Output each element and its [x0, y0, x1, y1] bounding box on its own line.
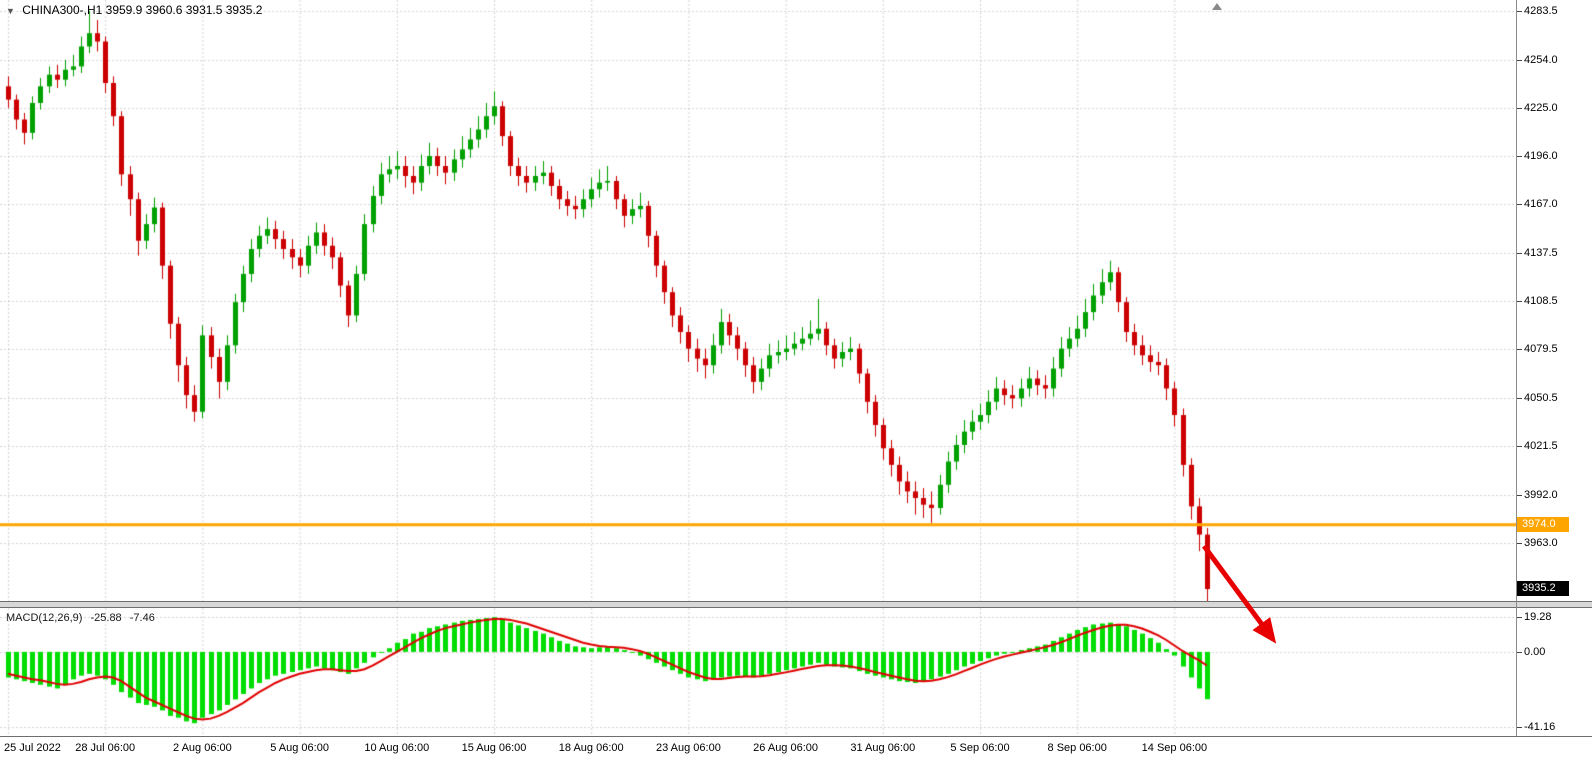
main-chart-canvas[interactable] — [0, 0, 1516, 601]
macd-tick-label: 19.28 — [1524, 610, 1552, 623]
price-tick-label: 4137.5 — [1524, 247, 1558, 260]
price-tick-mark — [1517, 253, 1522, 254]
macd-canvas[interactable] — [0, 608, 1516, 736]
macd-tick-mark — [1517, 617, 1522, 618]
symbol-name: CHINA300-,H1 — [22, 3, 103, 17]
axis-divider — [1516, 0, 1517, 772]
price-tick-label: 4196.0 — [1524, 150, 1558, 163]
price-tick-label: 4225.0 — [1524, 101, 1558, 114]
hline-price-badge: 3974.0 — [1517, 516, 1569, 532]
time-axis-label: 15 Aug 06:00 — [461, 742, 527, 754]
ohlc-values: 3959.9 3960.6 3931.5 3935.2 — [105, 3, 263, 17]
time-axis[interactable]: 25 Jul 2022 28 Jul 06:00 2 Aug 06:00 5 Aug … — [0, 736, 1592, 772]
time-axis-label: 25 Jul 2022 — [4, 742, 61, 754]
one-click-trading-arrow-icon[interactable]: ▼ — [6, 6, 15, 16]
price-tick-mark — [1517, 108, 1522, 109]
time-axis-label: 23 Aug 06:00 — [655, 742, 721, 754]
time-axis-label: 26 Aug 06:00 — [753, 742, 819, 754]
macd-axis[interactable]: 19.28 0.00 -41.16 — [1517, 608, 1592, 736]
panel-separator[interactable] — [0, 601, 1592, 608]
time-axis-label: 10 Aug 06:00 — [364, 742, 430, 754]
price-axis[interactable]: 3974.0 3935.2 4283.5 4254.0 4225.0 4196.0 41… — [1517, 0, 1592, 601]
price-tick-label: 4283.5 — [1524, 4, 1558, 17]
price-tick-mark — [1517, 11, 1522, 12]
price-tick-mark — [1517, 495, 1522, 496]
time-axis-label: 5 Sep 06:00 — [950, 742, 1010, 754]
macd-indicator-label: MACD(12,26,9) -25.88 -7.46 — [6, 612, 160, 624]
price-tick-label: 4050.5 — [1524, 391, 1558, 404]
price-tick-mark — [1517, 349, 1522, 350]
macd-tick-label: 0.00 — [1524, 645, 1546, 658]
macd-tick-label: -41.16 — [1524, 721, 1556, 734]
macd-name: MACD(12,26,9) — [6, 612, 83, 624]
chart-shift-marker-icon[interactable] — [1212, 3, 1222, 10]
price-tick-label: 3992.0 — [1524, 488, 1558, 501]
price-tick-mark — [1517, 446, 1522, 447]
last-price-badge: 3935.2 — [1517, 581, 1569, 597]
price-tick-mark — [1517, 398, 1522, 399]
macd-signal-value: -7.46 — [129, 612, 155, 624]
price-tick-mark — [1517, 60, 1522, 61]
time-axis-label: 31 Aug 06:00 — [850, 742, 916, 754]
macd-panel[interactable] — [0, 608, 1516, 736]
price-tick-label: 4021.5 — [1524, 439, 1558, 452]
price-tick-label: 3963.0 — [1524, 536, 1558, 549]
price-tick-mark — [1517, 301, 1522, 302]
time-axis-label: 5 Aug 06:00 — [270, 742, 329, 754]
time-axis-label: 2 Aug 06:00 — [173, 742, 232, 754]
price-tick-mark — [1517, 204, 1522, 205]
price-tick-mark — [1517, 156, 1522, 157]
macd-tick-mark — [1517, 727, 1522, 728]
time-axis-label: 28 Jul 06:00 — [75, 742, 136, 754]
price-tick-label: 4108.5 — [1524, 295, 1558, 308]
macd-main-value: -25.88 — [90, 612, 122, 624]
main-chart-panel[interactable] — [0, 0, 1516, 601]
price-tick-label: 4167.0 — [1524, 198, 1558, 211]
price-tick-mark — [1517, 543, 1522, 544]
price-tick-label: 4079.5 — [1524, 343, 1558, 356]
time-axis-label: 8 Sep 06:00 — [1047, 742, 1107, 754]
symbol-period-label: ▼ CHINA300-,H1 3959.9 3960.6 3931.5 3935… — [6, 3, 262, 17]
time-axis-label: 14 Sep 06:00 — [1141, 742, 1208, 754]
time-axis-label: 18 Aug 06:00 — [558, 742, 624, 754]
macd-tick-mark — [1517, 652, 1522, 653]
price-tick-label: 4254.0 — [1524, 53, 1558, 66]
